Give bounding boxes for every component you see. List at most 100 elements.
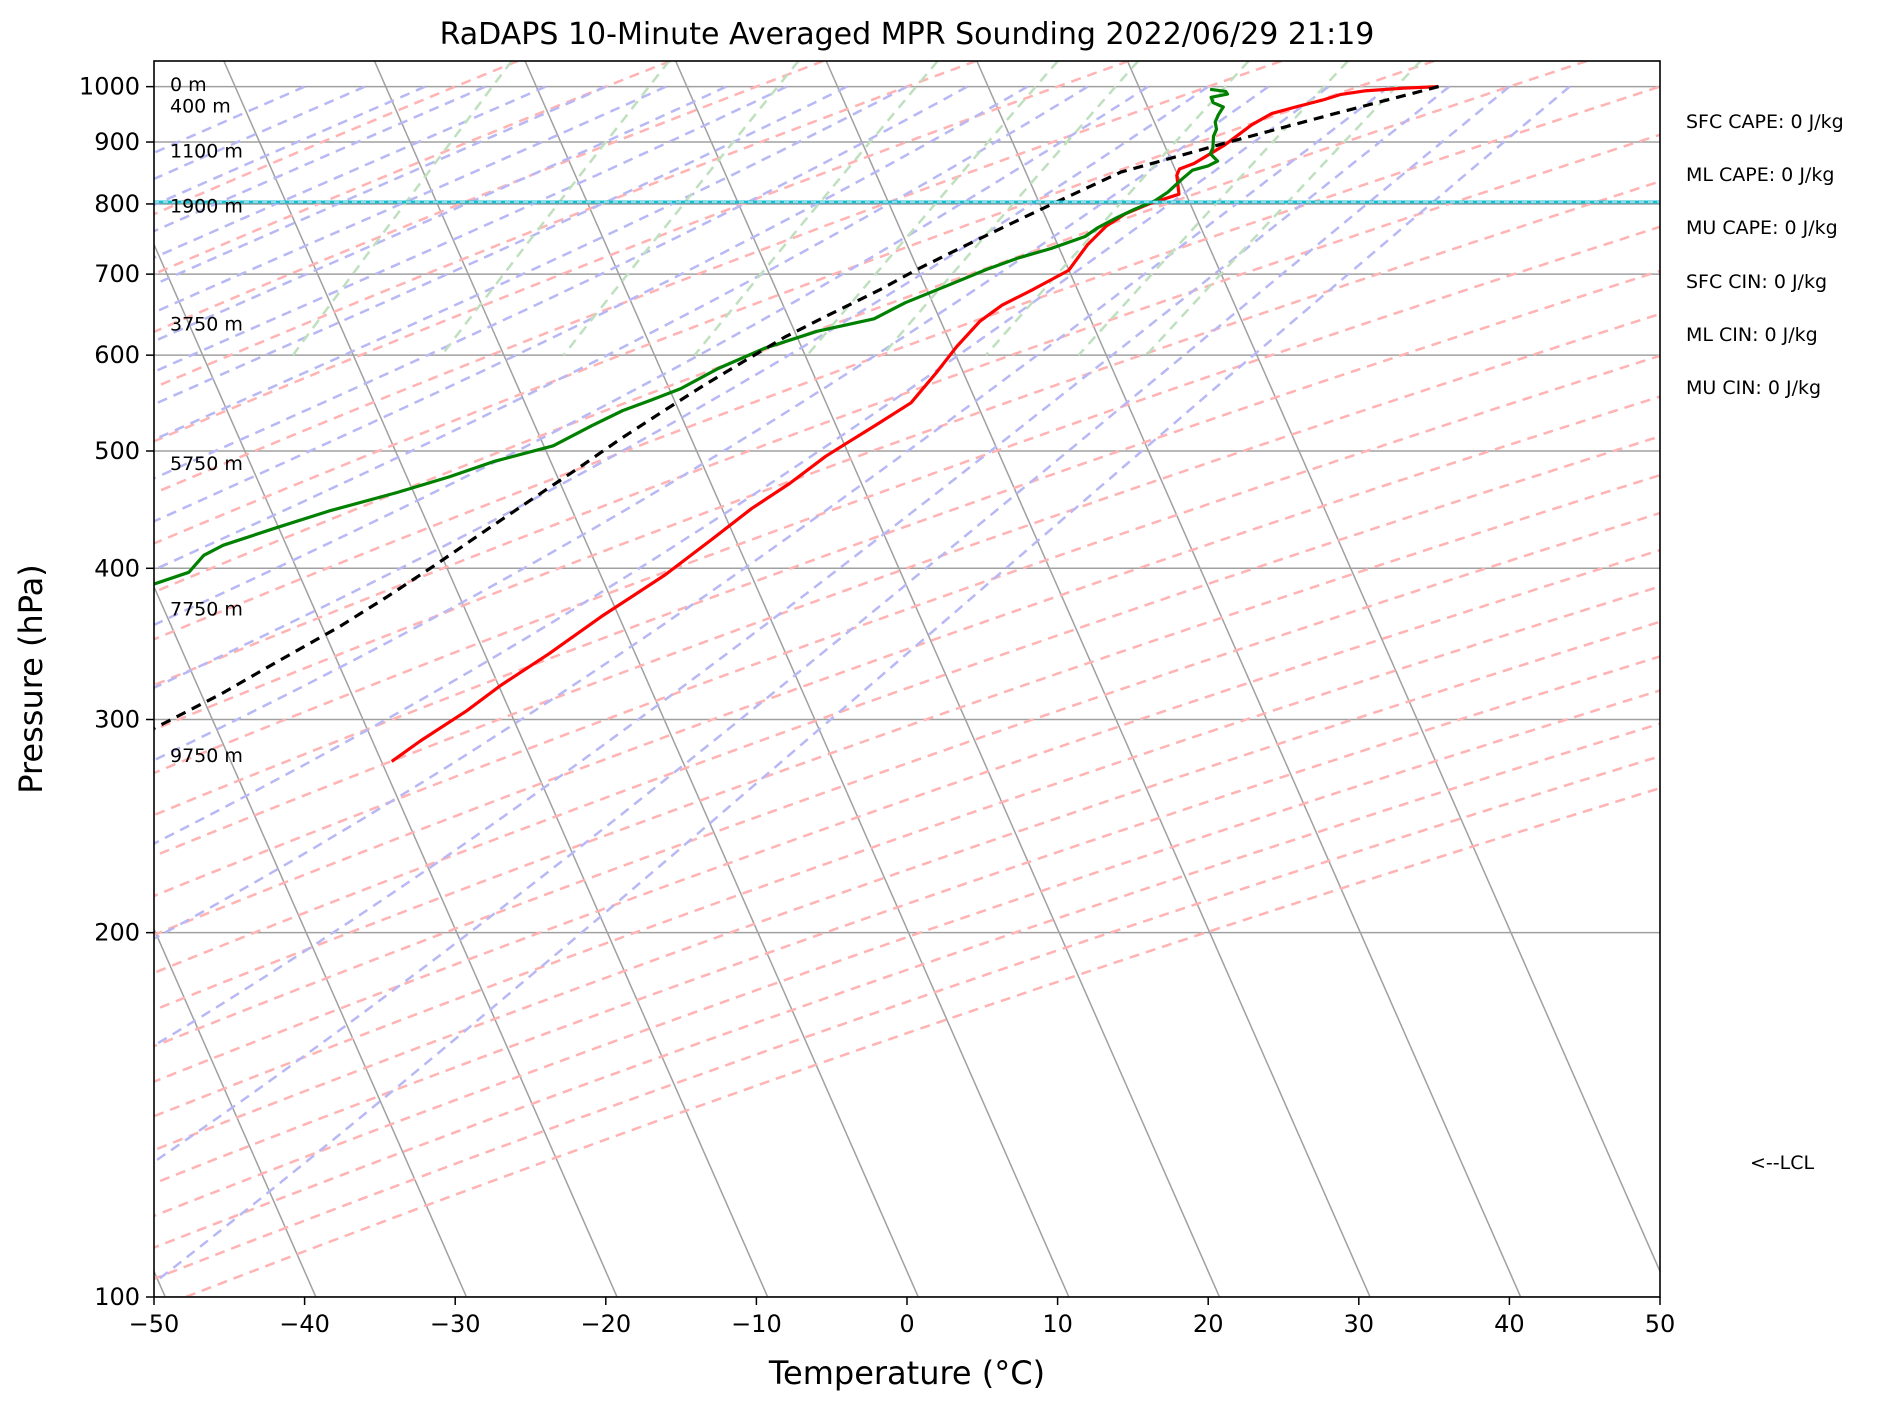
y-tick-label: 200 — [94, 919, 140, 947]
mixing-ratio-line — [1145, 61, 1422, 357]
moist-adiabat-line — [154, 85, 1149, 627]
moist-adiabat-line — [154, 85, 727, 343]
mixing-ratio-line — [1077, 61, 1349, 357]
moist-adiabat-line — [154, 85, 1450, 1048]
height-label: 400 m — [170, 95, 231, 117]
mixing-ratio-line — [440, 61, 671, 356]
mixing-ratio-line — [806, 61, 1059, 357]
height-label: 9750 m — [170, 745, 243, 767]
y-tick-label: 800 — [94, 190, 140, 218]
dry-adiabat-line — [154, 754, 1660, 1281]
background-lines — [154, 61, 1660, 1297]
isotherm-line — [373, 61, 919, 1297]
y-tick-label: 300 — [94, 706, 140, 734]
ml-cape-annotation: ML CAPE: 0 J/kg — [1686, 164, 1835, 186]
moist-adiabat-line — [154, 85, 607, 286]
x-tick-label: 10 — [1042, 1310, 1073, 1338]
moist-adiabat-line — [154, 85, 667, 314]
dry-adiabat-line — [154, 722, 1660, 1249]
moist-adiabat-line — [154, 85, 1511, 1164]
x-tick-label: 50 — [1645, 1310, 1676, 1338]
isotherm-line — [154, 927, 317, 1297]
lcl-label: <--LCL — [1750, 1152, 1815, 1174]
moist-adiabat-line — [154, 85, 1089, 572]
dry-adiabat-line — [154, 689, 1660, 1218]
y-tick-label: 500 — [94, 437, 140, 465]
x-axis-label: Temperature (°C) — [768, 1354, 1045, 1392]
moist-adiabat-line — [154, 85, 1270, 762]
mixing-ratio-line — [562, 61, 800, 356]
moist-adiabat-line — [154, 85, 968, 480]
dry-adiabat-line — [154, 61, 977, 389]
y-tick-label: 900 — [94, 128, 140, 156]
dry-adiabat-line — [154, 473, 1660, 1012]
dry-adiabat-line — [154, 312, 1660, 858]
mu-cin-annotation: MU CIN: 0 J/kg — [1686, 377, 1822, 399]
isotherm-line — [825, 61, 1371, 1297]
mixing-ratio-line — [881, 61, 1140, 357]
height-labels: 9750 m 7750 m 5750 m 3750 m 1900 m 1100 m 400 … — [170, 74, 243, 767]
y-tick-label: 700 — [94, 260, 140, 288]
y-tick-label: 100 — [94, 1283, 140, 1311]
dry-adiabat-line — [154, 395, 1660, 937]
dry-adiabat-line — [154, 61, 519, 216]
dry-adiabat-line — [154, 655, 1660, 1185]
height-label: 7750 m — [170, 598, 243, 620]
mu-cape-annotation: MU CAPE: 0 J/kg — [1686, 217, 1838, 239]
dry-adiabat-line — [154, 133, 1660, 687]
dry-adiabat-line — [154, 354, 1660, 898]
x-tick-label: 30 — [1344, 1310, 1375, 1338]
mixing-ratio-line — [291, 61, 513, 356]
plot-lines — [154, 85, 1660, 763]
height-label: 5750 m — [170, 453, 243, 475]
dry-adiabat-line — [154, 61, 1282, 495]
dry-adiabat-line — [154, 620, 1660, 1152]
dry-adiabat-line — [154, 85, 1660, 641]
parcel-path — [154, 85, 1440, 731]
x-tick-label: −10 — [731, 1310, 782, 1338]
x-tick-label: −40 — [279, 1310, 330, 1338]
dry-adiabat-line — [154, 61, 1130, 443]
ml-cin-annotation: ML CIN: 0 J/kg — [1686, 324, 1818, 346]
dry-adiabat-line — [154, 585, 1660, 1118]
x-tick-label: −50 — [129, 1310, 180, 1338]
sfc-cin-annotation: SFC CIN: 0 J/kg — [1686, 271, 1828, 293]
moist-adiabat-line — [154, 85, 1209, 690]
moist-adiabat-line — [154, 85, 1330, 845]
moist-adiabat-line — [154, 85, 366, 181]
chart-title: RaDAPS 10-Minute Averaged MPR Sounding 2… — [440, 17, 1375, 52]
dewpoint-profile — [154, 87, 1230, 586]
x-tick-label: 40 — [1494, 1310, 1525, 1338]
isotherm-line — [674, 61, 1221, 1297]
moist-adiabat-line — [154, 85, 1390, 941]
height-label: 1100 m — [170, 140, 243, 162]
moist-adiabat-line — [154, 85, 908, 441]
height-label: 3750 m — [170, 314, 243, 336]
dry-adiabat-line — [154, 61, 1435, 545]
height-label: 1900 m — [170, 196, 243, 218]
plot-frame — [153, 60, 1661, 1298]
moist-adiabat-line — [154, 85, 1571, 1285]
y-tick-label: 1000 — [79, 73, 140, 101]
height-label: 0 m — [170, 74, 207, 96]
dry-adiabat-line — [154, 225, 1660, 775]
moist-adiabat-line — [154, 85, 1029, 523]
isotherm-line — [154, 584, 468, 1297]
dry-adiabat-line — [154, 435, 1660, 975]
dry-adiabat-line — [154, 61, 672, 276]
sfc-cape-annotation: SFC CAPE: 0 J/kg — [1686, 111, 1844, 133]
dry-adiabat-line — [154, 61, 824, 334]
x-tick-label: −30 — [430, 1310, 481, 1338]
dry-adiabat-line — [154, 548, 1660, 1084]
isotherm-line — [154, 242, 618, 1297]
x-tick-label: 20 — [1193, 1310, 1224, 1338]
y-tick-label: 600 — [94, 341, 140, 369]
dry-adiabat-line — [154, 180, 1660, 732]
mixing-ratio-line — [693, 61, 939, 356]
y-axis-label: Pressure (hPa) — [12, 564, 50, 794]
x-tick-label: 0 — [899, 1310, 914, 1338]
isotherm-line — [1126, 61, 1660, 1274]
isotherm-line — [976, 61, 1522, 1297]
temperature-profile — [390, 85, 1439, 763]
